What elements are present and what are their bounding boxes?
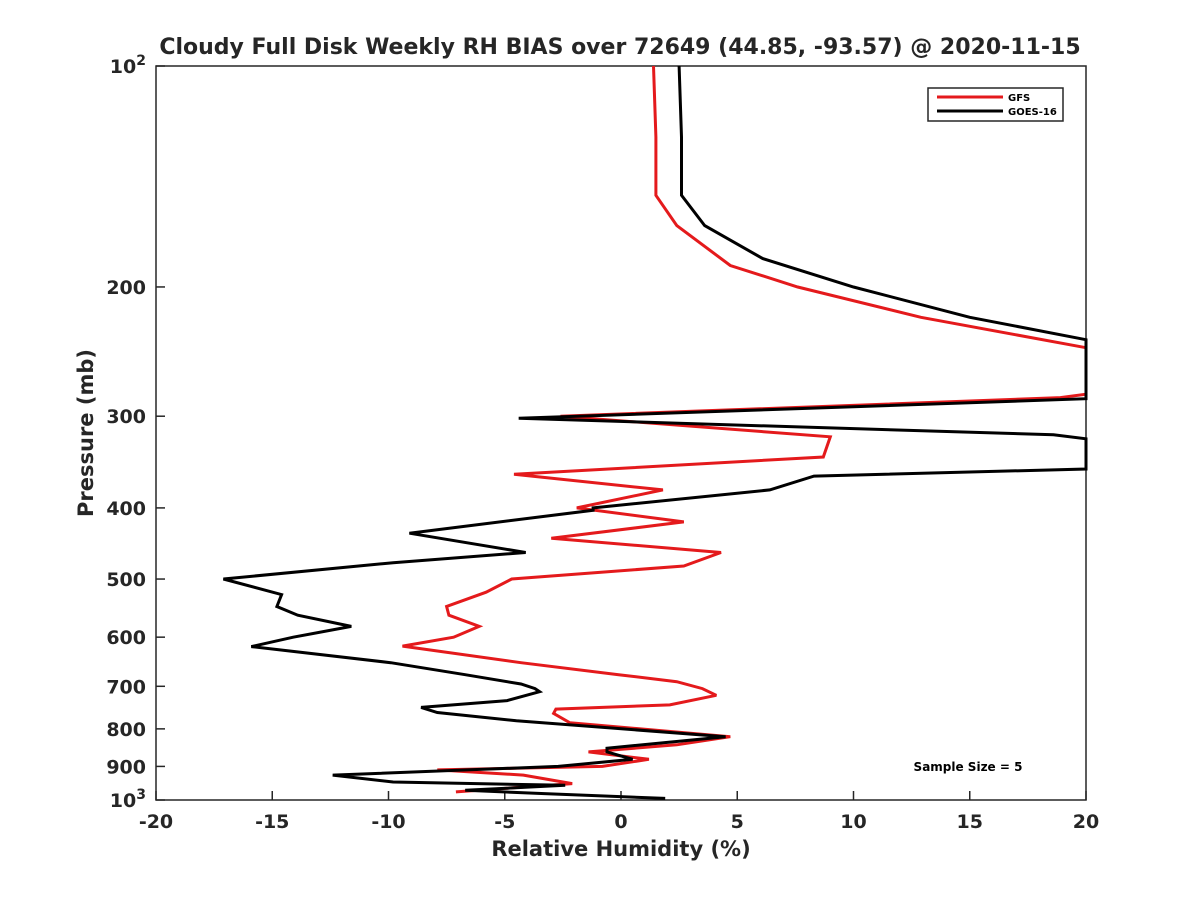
- y-tick-label: 600: [106, 627, 146, 649]
- legend: GFS GOES-16: [927, 87, 1064, 122]
- x-tick-label: 15: [957, 811, 983, 833]
- legend-entry-label: GFS: [1008, 93, 1030, 104]
- y-tick-label-base: 200: [106, 277, 146, 299]
- legend-entry-label: GOES-16: [1008, 107, 1057, 118]
- x-tick-label: 10: [840, 811, 866, 833]
- y-tick-label-base: 10: [110, 56, 136, 78]
- y-tick-label: 800: [106, 719, 146, 741]
- y-tick-label-base: 900: [106, 756, 146, 778]
- series-line-gfs: [402, 65, 1088, 794]
- y-tick-label-base: 10: [110, 790, 136, 812]
- sample-size-annotation: Sample Size = 5: [914, 760, 1023, 774]
- x-tick-label: -10: [371, 811, 405, 833]
- x-tick-label: 20: [1073, 811, 1099, 833]
- x-tick-label: 0: [614, 811, 627, 833]
- x-tick-label: -15: [255, 811, 289, 833]
- y-axis-label: Pressure (mb): [74, 349, 98, 517]
- x-tick-label: -20: [139, 811, 173, 833]
- y-tick-label-base: 300: [106, 406, 146, 428]
- y-tick-label: 900: [106, 756, 146, 778]
- y-tick-label-base: 400: [106, 498, 146, 520]
- y-tick-label-exponent: 3: [136, 787, 146, 803]
- y-tick-label: 103: [110, 787, 146, 812]
- y-tick-label: 700: [106, 676, 146, 698]
- y-tick-label: 200: [106, 277, 146, 299]
- y-tick-label-base: 800: [106, 719, 146, 741]
- y-tick-label-base: 500: [106, 569, 146, 591]
- y-tick-label: 400: [106, 498, 146, 520]
- x-axis-label: Relative Humidity (%): [491, 837, 750, 861]
- series-lines: [223, 65, 1088, 800]
- x-axis-ticks: -20 -15 -10 -5 0 5 10 15 20: [139, 791, 1099, 833]
- y-tick-label: 300: [106, 406, 146, 428]
- series-line-goes-16: [223, 65, 1088, 800]
- x-tick-label: -5: [494, 811, 515, 833]
- y-tick-label-exponent: 2: [136, 53, 146, 69]
- legend-box: [927, 87, 1064, 122]
- x-tick-label: 5: [731, 811, 744, 833]
- chart-title: Cloudy Full Disk Weekly RH BIAS over 726…: [159, 35, 1080, 60]
- y-tick-label-base: 700: [106, 676, 146, 698]
- y-tick-label: 102: [110, 53, 146, 78]
- y-tick-label-base: 600: [106, 627, 146, 649]
- plot-frame: [155, 65, 1087, 801]
- y-tick-label: 500: [106, 569, 146, 591]
